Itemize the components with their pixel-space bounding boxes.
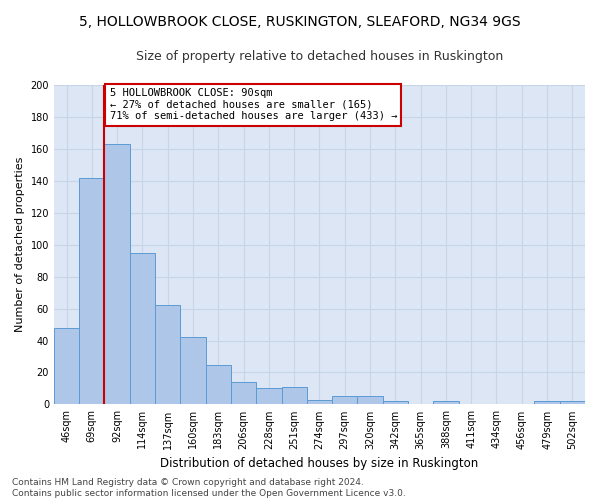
Bar (206, 364, 231, 405)
Bar (383, 401, 408, 404)
Bar (231, 382, 256, 404)
Bar (433, 401, 458, 404)
Text: 5 HOLLOWBROOK CLOSE: 90sqm
← 27% of detached houses are smaller (165)
71% of sem: 5 HOLLOWBROOK CLOSE: 90sqm ← 27% of deta… (110, 88, 397, 122)
Bar (332, 396, 358, 404)
Bar (181, 338, 206, 404)
Bar (130, 252, 155, 404)
Bar (560, 401, 585, 404)
Bar (535, 401, 560, 404)
Bar (155, 306, 181, 404)
Title: Size of property relative to detached houses in Ruskington: Size of property relative to detached ho… (136, 50, 503, 63)
Bar (358, 396, 383, 404)
Text: Contains HM Land Registry data © Crown copyright and database right 2024.
Contai: Contains HM Land Registry data © Crown c… (12, 478, 406, 498)
Bar (79, 178, 104, 404)
X-axis label: Distribution of detached houses by size in Ruskington: Distribution of detached houses by size … (160, 457, 479, 470)
Y-axis label: Number of detached properties: Number of detached properties (15, 157, 25, 332)
Text: 5, HOLLOWBROOK CLOSE, RUSKINGTON, SLEAFORD, NG34 9GS: 5, HOLLOWBROOK CLOSE, RUSKINGTON, SLEAFO… (79, 15, 521, 29)
Bar (281, 387, 307, 404)
Bar (104, 144, 130, 405)
Bar (54, 328, 79, 404)
Bar (307, 400, 332, 404)
Bar (256, 388, 281, 404)
